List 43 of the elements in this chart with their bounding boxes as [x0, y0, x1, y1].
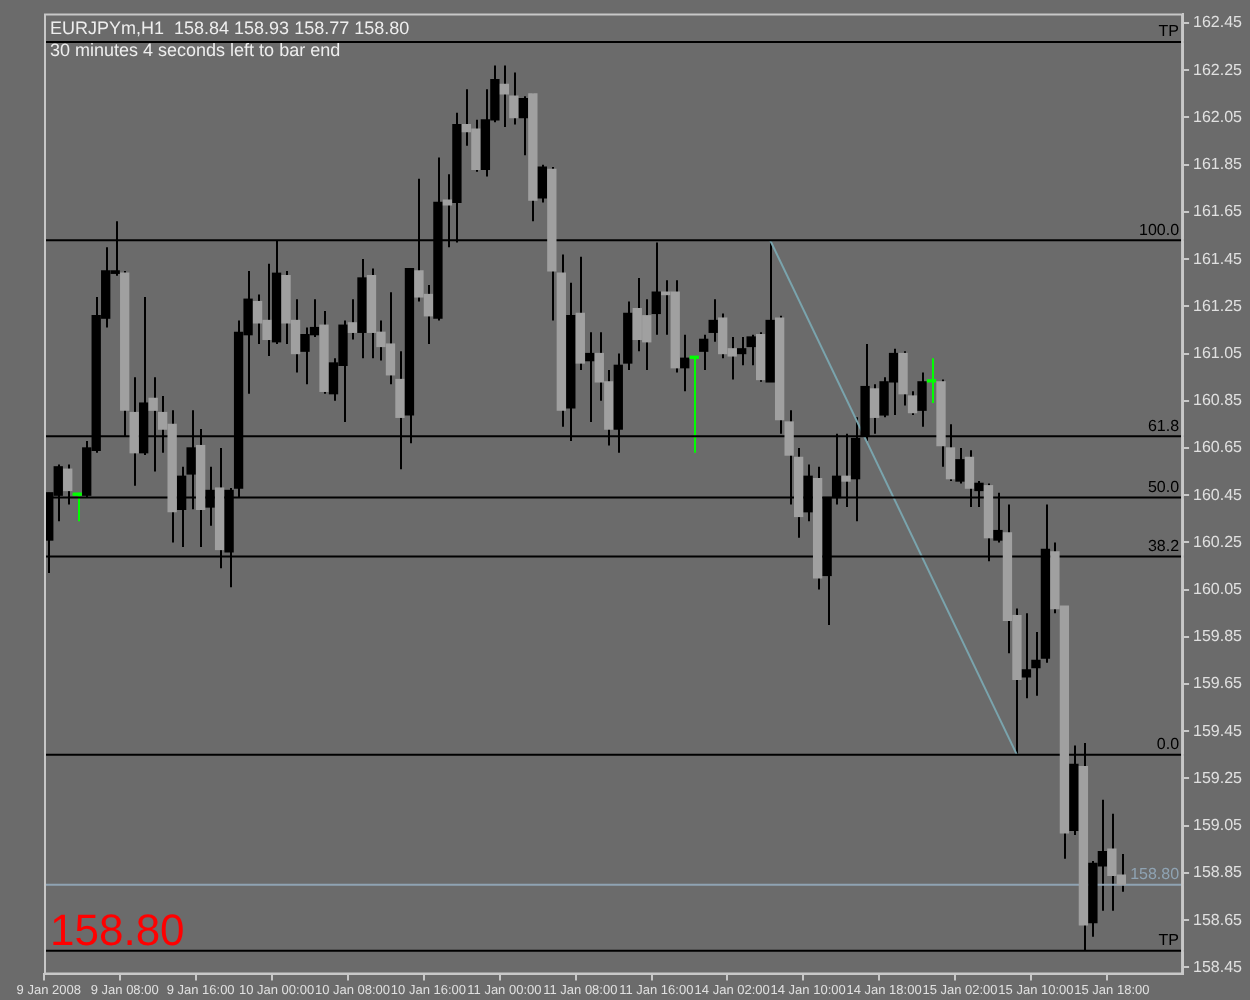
y-tick-label: 160.45 [1193, 485, 1244, 504]
y-tick-label: 158.85 [1193, 863, 1244, 882]
y-tick-label: 159.45 [1193, 721, 1244, 740]
ref-line-label: TP [1158, 22, 1180, 41]
y-tick-label: 159.85 [1193, 627, 1244, 646]
y-tick-label: 159.05 [1193, 816, 1244, 835]
y-tick-label: 161.65 [1193, 202, 1244, 221]
y-tick-label: 159.65 [1193, 674, 1244, 693]
y-tick-label: 160.65 [1193, 438, 1244, 457]
annotation: 158.80 [50, 904, 185, 955]
y-tick-label: 158.45 [1193, 957, 1244, 976]
candlestick [746, 333, 756, 367]
y-tick-label: 161.05 [1193, 343, 1244, 362]
candlestick [708, 298, 718, 343]
y-tick-label: 161.85 [1193, 155, 1244, 174]
ref-line-label: 158.80 [1130, 865, 1181, 884]
annotation: 100.0 [1139, 220, 1181, 239]
candlestick [537, 163, 547, 204]
chart-title: EURJPYm,H1 158.84 158.93 158.77 158.80 [50, 17, 410, 38]
text: 30 minutes 4 seconds left to bar end [50, 39, 341, 60]
y-tick-label: 160.25 [1193, 532, 1244, 551]
annotation: 0.0 [1156, 735, 1181, 754]
candlestick [926, 357, 937, 405]
y-tick-label: 162.05 [1193, 107, 1244, 126]
ref-line-label: TP [1158, 931, 1180, 950]
candlestick [699, 333, 709, 372]
annotation: 61.8 [1147, 416, 1181, 435]
y-tick-label: 160.05 [1193, 580, 1244, 599]
candlestick [518, 95, 529, 157]
candlestick [803, 463, 813, 523]
y-tick-label: 161.25 [1193, 296, 1244, 315]
y-tick-label: 161.45 [1193, 249, 1244, 268]
candlestick [585, 331, 595, 423]
y-tick-label: 162.25 [1193, 60, 1244, 79]
candlestick [205, 465, 215, 527]
y-tick-label: 160.85 [1193, 391, 1244, 410]
candlestick [680, 333, 690, 393]
y-tick-label: 158.65 [1193, 910, 1244, 929]
y-tick-label: 162.45 [1193, 13, 1244, 32]
annotation: 38.2 [1147, 536, 1181, 555]
annotation: 50.0 [1147, 477, 1181, 496]
y-tick-label: 159.25 [1193, 768, 1244, 787]
candlestick [917, 371, 927, 428]
